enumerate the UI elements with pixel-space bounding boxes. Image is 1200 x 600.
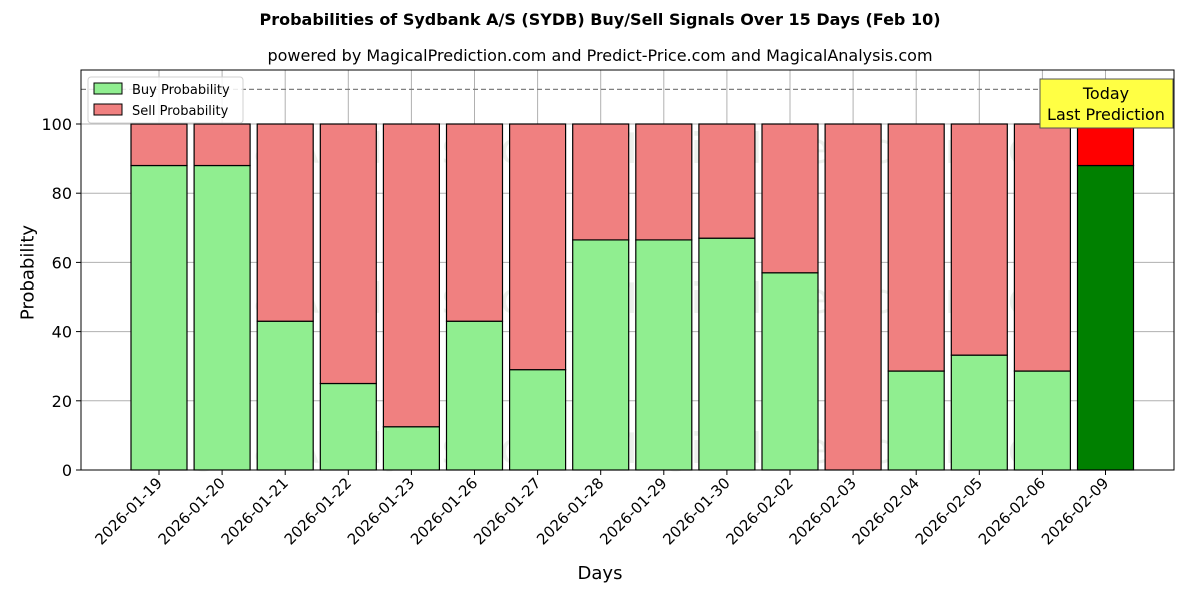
bar-sell: [1013, 123, 1072, 372]
bar-buy: [319, 382, 377, 471]
bar-buy: [761, 272, 819, 471]
x-tick-label: 2026-01-28: [533, 474, 607, 548]
bar-buy: [1076, 164, 1135, 471]
bar-buy: [698, 237, 756, 471]
bar-sell: [635, 123, 693, 241]
bar-buy: [509, 369, 567, 471]
x-tick-label: 2026-02-03: [786, 474, 860, 548]
x-tick-label: 2026-02-09: [1038, 474, 1112, 548]
y-tick-label: 40: [52, 323, 72, 342]
legend-buy-label: Buy Probability: [132, 83, 230, 98]
bar-sell: [130, 123, 188, 167]
y-tick-label: 0: [62, 461, 72, 480]
bar-sell: [1076, 123, 1135, 167]
plot-frame: [80, 69, 1175, 471]
bar-buy: [382, 426, 440, 471]
x-tick-label: 2026-02-02: [722, 474, 796, 548]
chart-subtitle: powered by MagicalPrediction.com and Pre…: [267, 46, 933, 65]
y-tick-label: 60: [52, 253, 72, 272]
legend-sell-swatch: [93, 103, 123, 116]
bar-buy: [572, 239, 630, 471]
y-tick-label: 20: [52, 392, 72, 411]
bar-buy: [887, 370, 945, 471]
bar-sell: [382, 123, 440, 428]
x-tick-label: 2026-02-06: [975, 474, 1049, 548]
x-tick-label: 2026-01-26: [407, 474, 481, 548]
x-tick-label: 2026-01-30: [659, 474, 733, 548]
bar-sell: [572, 123, 630, 241]
x-tick-label: 2026-01-21: [218, 474, 292, 548]
legend-buy-swatch: [93, 82, 123, 95]
bar-sell: [509, 123, 567, 371]
bar-buy: [445, 320, 504, 471]
bar-sell: [193, 123, 251, 167]
bar-buy: [193, 164, 251, 471]
today-annotation-box: [1039, 78, 1174, 129]
x-tick-label: 2026-01-27: [470, 474, 544, 548]
bar-sell: [256, 123, 314, 322]
today-annotation-line1: Today: [1082, 84, 1129, 103]
y-tick-label: 100: [41, 115, 72, 134]
x-tick-label: 2026-02-04: [849, 474, 923, 548]
bar-sell: [445, 123, 504, 322]
bar-buy: [635, 239, 693, 471]
bar-buy: [130, 164, 188, 471]
legend-box: [87, 76, 244, 124]
bar-buy: [950, 354, 1008, 471]
x-tick-label: 2026-01-22: [281, 474, 355, 548]
x-tick-label: 2026-01-23: [344, 474, 418, 548]
today-annotation-line2: Last Prediction: [1047, 105, 1165, 124]
y-tick-label: 80: [52, 184, 72, 203]
chart-title: Probabilities of Sydbank A/S (SYDB) Buy/…: [259, 10, 941, 29]
bar-sell: [698, 123, 756, 239]
bar-sell: [950, 123, 1008, 356]
x-tick-label: 2026-01-29: [596, 474, 670, 548]
bar-buy: [1013, 370, 1072, 471]
x-axis-label: Days: [577, 563, 623, 584]
bar-sell: [824, 123, 882, 471]
x-tick-label: 2026-01-19: [91, 474, 165, 548]
bar-buy: [256, 320, 314, 471]
legend-sell-label: Sell Probability: [132, 104, 229, 119]
bar-sell: [761, 123, 819, 274]
x-tick-label: 2026-01-20: [155, 474, 229, 548]
bar-sell: [319, 123, 377, 385]
x-tick-label: 2026-02-05: [912, 474, 986, 548]
bar-sell: [887, 123, 945, 372]
